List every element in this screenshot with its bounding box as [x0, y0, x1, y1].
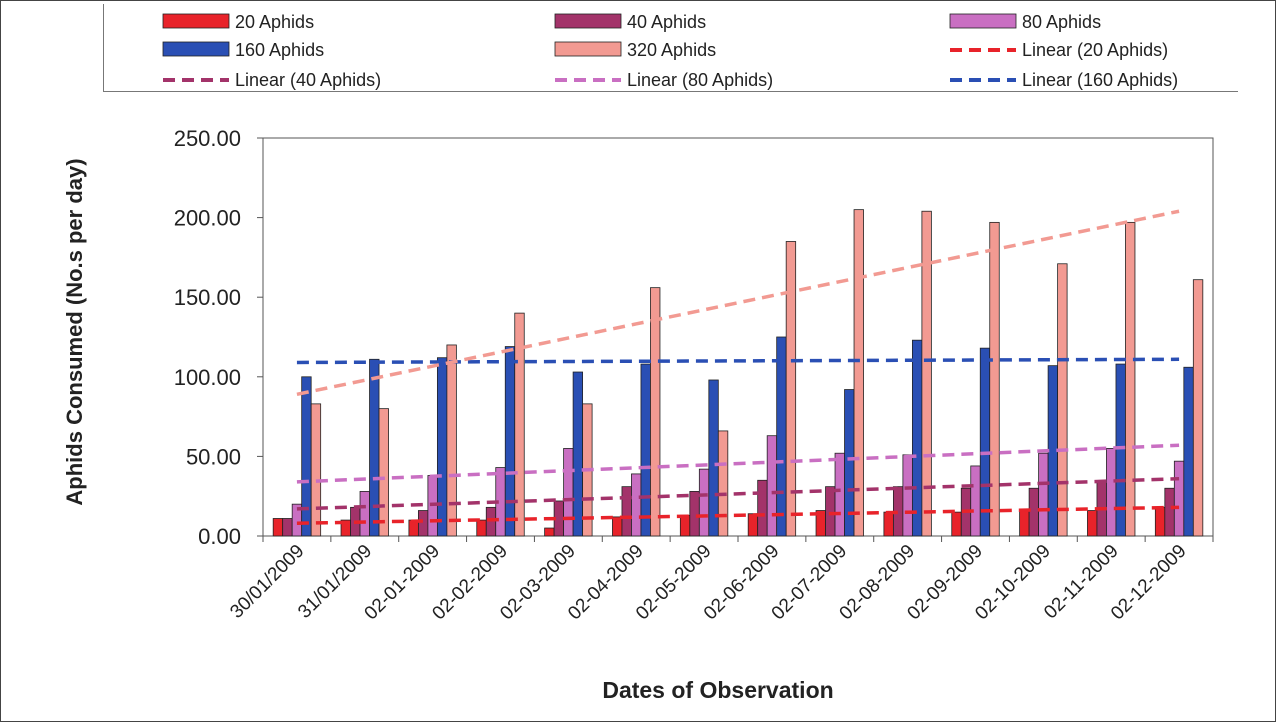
x-axis: 30/01/200931/01/200902-01-200902-02-2009… — [226, 536, 1214, 624]
bar-80-aphids-11 — [1038, 452, 1049, 537]
legend-label: 320 Aphids — [627, 40, 716, 60]
legend-label: 80 Aphids — [1022, 12, 1101, 32]
bar-160-aphids-9 — [911, 339, 923, 537]
bar-160-aphids-0 — [301, 376, 312, 537]
y-tick-label: 50.00 — [186, 444, 241, 469]
bar-160-aphids-1 — [369, 358, 380, 537]
bar-40-aphids-8 — [825, 486, 836, 537]
bar-320-aphids-5 — [650, 287, 661, 537]
legend-label: 40 Aphids — [627, 12, 706, 32]
bar-160-aphids-10 — [979, 347, 991, 537]
bar-160-aphids-6 — [708, 379, 719, 537]
bar-80-aphids-12 — [1106, 448, 1117, 537]
trendline-0 — [296, 505, 1180, 526]
legend-label: Linear (80 Aphids) — [627, 70, 773, 90]
bar-160-aphids-13 — [1183, 366, 1194, 537]
bar-80-aphids-8 — [834, 452, 845, 537]
bar-20-aphids-0 — [272, 518, 284, 537]
bar-160-aphids-2 — [436, 357, 448, 537]
bar-20-aphids-13 — [1154, 506, 1166, 537]
bar-320-aphids-11 — [1057, 263, 1068, 537]
bar-320-aphids-12 — [1125, 221, 1136, 537]
bar-320-aphids-6 — [717, 430, 729, 537]
legend-label: Linear (40 Aphids) — [235, 70, 381, 90]
bar-40-aphids-5 — [621, 486, 632, 537]
bar-20-aphids-4 — [544, 527, 555, 537]
trendline-2 — [296, 443, 1180, 484]
bar-320-aphids-10 — [989, 221, 1000, 537]
bar-320-aphids-3 — [514, 312, 525, 537]
bar-160-aphids-12 — [1115, 363, 1126, 537]
bar-40-aphids-6 — [689, 491, 700, 537]
bar-160-aphids-3 — [504, 346, 516, 537]
legend-swatch — [554, 13, 622, 29]
bar-320-aphids-2 — [446, 344, 457, 537]
trendline-3 — [296, 357, 1180, 365]
trendline-4 — [296, 209, 1180, 397]
y-tick-label: 100.00 — [174, 365, 241, 390]
bar-320-aphids-7 — [785, 241, 797, 537]
legend-swatch — [949, 13, 1017, 29]
bar-20-aphids-11 — [1019, 508, 1030, 537]
bar-40-aphids-11 — [1028, 487, 1040, 537]
y-axis: 0.00 50.00 100.00 150.00 200.00 250.00 — [174, 126, 263, 549]
bar-160-aphids-4 — [572, 371, 584, 537]
bar-80-aphids-4 — [563, 448, 574, 537]
bar-20-aphids-9 — [883, 511, 894, 537]
bar-80-aphids-6 — [698, 468, 710, 537]
plot-area — [262, 137, 1214, 537]
bar-20-aphids-3 — [476, 519, 487, 537]
legend: 20 Aphids 40 Aphids 80 Aphids 160 Aphids 320… — [162, 12, 1178, 90]
bar-320-aphids-9 — [921, 210, 932, 537]
bar-20-aphids-5 — [612, 516, 623, 537]
bar-80-aphids-1 — [359, 491, 370, 537]
bar-20-aphids-12 — [1087, 510, 1098, 537]
legend-swatch — [554, 41, 622, 57]
bar-40-aphids-13 — [1164, 487, 1175, 537]
legend-swatch — [162, 13, 230, 29]
bar-20-aphids-10 — [951, 511, 962, 537]
bar-320-aphids-13 — [1192, 279, 1204, 537]
bar-40-aphids-3 — [485, 506, 497, 537]
legend-swatch — [162, 41, 230, 57]
legend-label: Linear (20 Aphids) — [1022, 40, 1168, 60]
bar-320-aphids-1 — [378, 408, 389, 537]
legend-box — [103, 4, 1238, 92]
bar-80-aphids-13 — [1173, 460, 1185, 537]
bar-40-aphids-0 — [282, 518, 293, 537]
bar-20-aphids-6 — [679, 514, 691, 537]
bar-40-aphids-7 — [757, 479, 768, 537]
trendline-1 — [296, 476, 1180, 511]
y-tick-label: 150.00 — [174, 285, 241, 310]
bar-160-aphids-5 — [640, 363, 651, 537]
y-tick-label: 0.00 — [198, 524, 241, 549]
bar-80-aphids-5 — [631, 473, 642, 537]
x-axis-title: Dates of Observation — [602, 677, 833, 703]
bar-20-aphids-7 — [747, 513, 759, 537]
y-tick-label: 200.00 — [174, 206, 241, 231]
bar-80-aphids-9 — [902, 454, 913, 537]
bar-80-aphids-7 — [766, 435, 778, 537]
bars — [272, 209, 1204, 537]
bar-160-aphids-7 — [776, 336, 787, 537]
trendlines — [296, 209, 1180, 526]
y-axis-title: Aphids Consumed (No.s per day) — [62, 158, 87, 505]
legend-label: 160 Aphids — [235, 40, 324, 60]
bar-320-aphids-8 — [853, 209, 864, 537]
bar-320-aphids-0 — [310, 403, 322, 537]
legend-label: Linear (160 Aphids) — [1022, 70, 1178, 90]
bar-40-aphids-2 — [417, 510, 429, 537]
legend-label: 20 Aphids — [235, 12, 314, 32]
bar-80-aphids-10 — [970, 465, 981, 537]
y-tick-label: 250.00 — [174, 126, 241, 151]
